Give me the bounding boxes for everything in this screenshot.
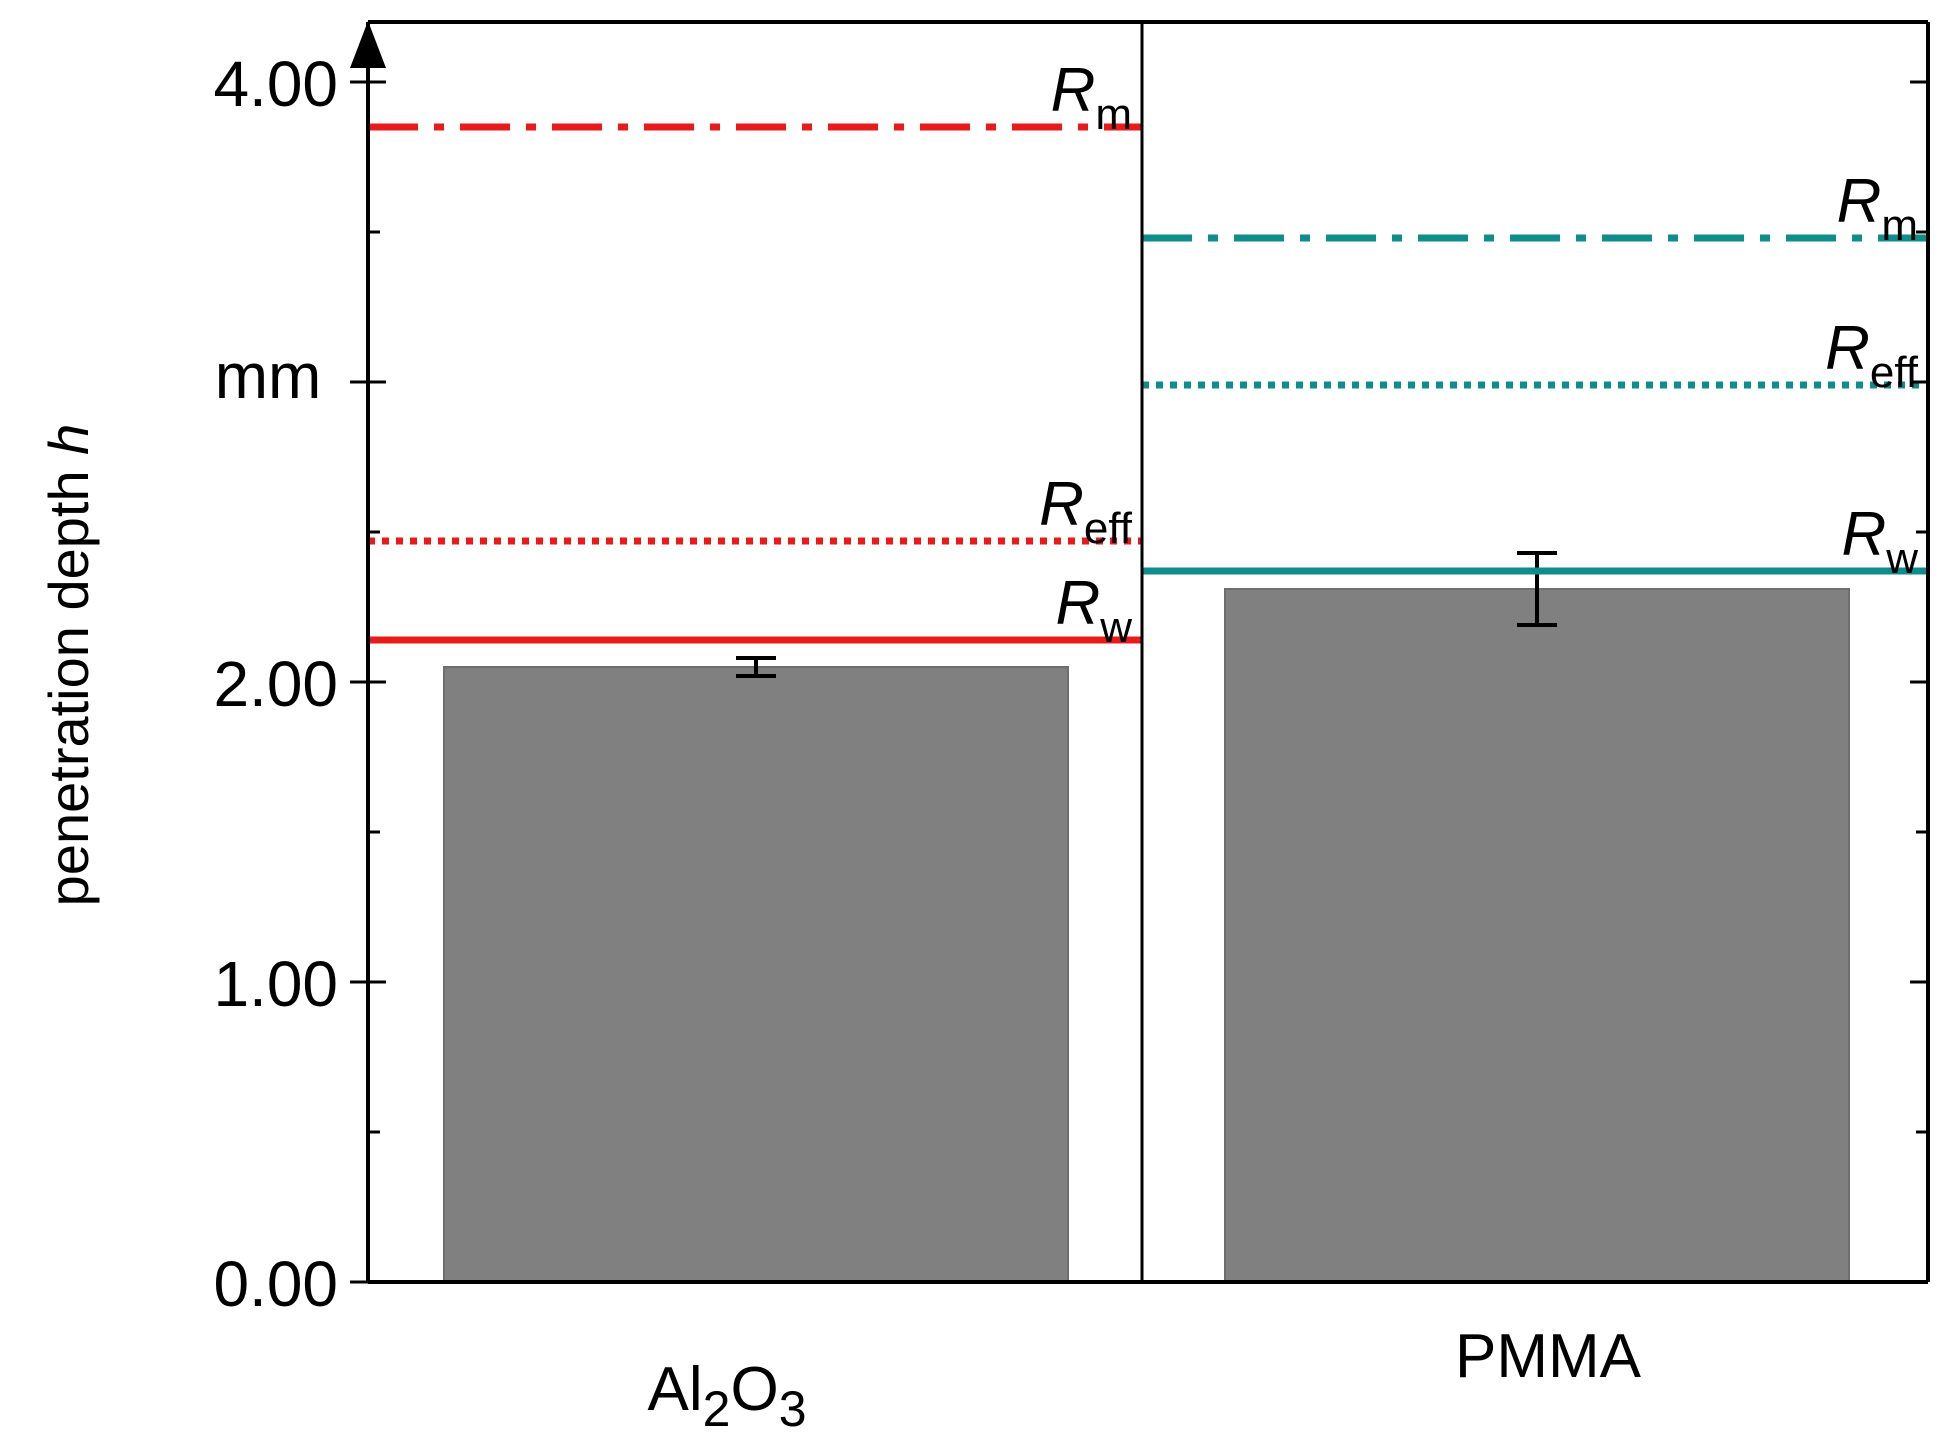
range-label-r-w-al2o3: Rw — [1055, 569, 1132, 652]
range-label-r-m-pmma: Rm — [1837, 167, 1918, 250]
cat-al2o3-part-1: Al — [648, 1355, 703, 1424]
range-label-symbol: R — [1825, 314, 1870, 383]
range-label-symbol: R — [1051, 56, 1096, 125]
range-label-subscript: m — [1881, 201, 1918, 250]
y-tick-label: 0.00 — [213, 1248, 338, 1320]
bar-al2o3 — [443, 666, 1069, 1283]
range-label-r-m-al2o3: Rm — [1051, 56, 1132, 139]
cat-al2o3-part-4: 3 — [779, 1381, 807, 1436]
y-axis-label: penetration depth h — [37, 424, 100, 907]
range-label-subscript: m — [1095, 90, 1132, 139]
range-label-r-w-pmma: Rw — [1841, 500, 1918, 583]
range-label-symbol: R — [1837, 167, 1882, 236]
category-label-al2o3: Al2O3 — [648, 1355, 807, 1436]
cat-al2o3-part-3: O — [730, 1355, 778, 1424]
range-label-symbol: R — [1055, 569, 1100, 638]
y-tick-label: 1.00 — [213, 948, 338, 1020]
category-label-pmma: PMMA — [1455, 1322, 1642, 1391]
range-label-symbol: R — [1841, 500, 1886, 569]
range-label-r-eff-pmma: Reff — [1825, 314, 1919, 397]
y-axis-label-text: penetration depth — [37, 455, 100, 906]
y-axis-unit: mm — [215, 340, 322, 412]
range-label-subscript: w — [1885, 534, 1918, 583]
y-tick-label: 4.00 — [213, 48, 338, 120]
range-label-subscript: eff — [1870, 348, 1919, 397]
range-label-symbol: R — [1039, 470, 1084, 539]
bar-pmma — [1224, 588, 1850, 1283]
y-tick-label: 2.00 — [213, 648, 338, 720]
range-label-r-eff-al2o3: Reff — [1039, 470, 1133, 553]
range-label-subscript: w — [1099, 603, 1132, 652]
cat-al2o3-part-2: 2 — [703, 1381, 731, 1436]
range-label-subscript: eff — [1084, 504, 1133, 553]
y-axis-label-variable: h — [37, 424, 100, 455]
